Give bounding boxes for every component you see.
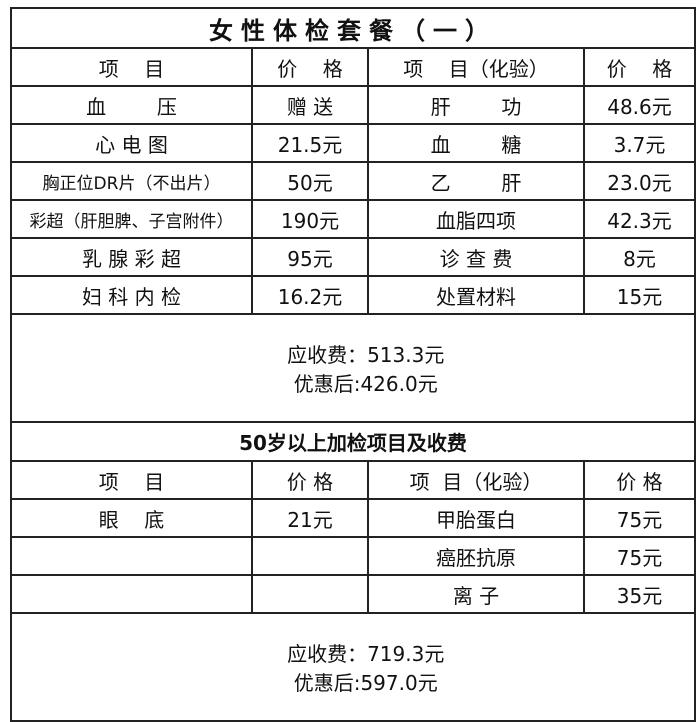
item-name: 妇 科 内 检 (10, 275, 253, 315)
lab-item-price: 75元 (583, 536, 696, 576)
lab-item-name: 血脂四项 (367, 199, 585, 239)
lab-item-name: 血 糖 (367, 123, 585, 163)
total-due: 应收费：513.3元 (287, 343, 445, 367)
item-price: 50元 (251, 161, 369, 201)
item-name: 胸正位DR片（不出片） (10, 161, 253, 201)
lab-item-price: 8元 (583, 237, 696, 277)
item-price: 16.2元 (251, 275, 369, 315)
item-name: 血 压 (10, 85, 253, 125)
lab-item-name: 甲胎蛋白 (367, 498, 585, 538)
header-item: 项 目 (10, 47, 253, 87)
table-row: 彩超（肝胆脾、子宫附件） 190元 血脂四项 42.3元 (10, 199, 696, 239)
item-name: 心 电 图 (10, 123, 253, 163)
item-name: 彩超（肝胆脾、子宫附件） (10, 199, 253, 239)
table-row: 眼 底 21元 甲胎蛋白 75元 (10, 498, 696, 538)
header-item: 项 目 (10, 460, 253, 500)
item-price (251, 536, 369, 576)
lab-item-price: 48.6元 (583, 85, 696, 125)
lab-item-name: 处置材料 (367, 275, 585, 315)
item-name: 乳 腺 彩 超 (10, 237, 253, 277)
header-lab-item: 项 目（化验） (367, 47, 585, 87)
item-name (10, 536, 253, 576)
item-price: 21元 (251, 498, 369, 538)
table-row: 心 电 图 21.5元 血 糖 3.7元 (10, 123, 696, 163)
discounted-total: 优惠后:597.0元 (293, 671, 438, 695)
lab-item-name: 离 子 (367, 574, 585, 614)
header-row: 项 目 价 格 项 目（化验） 价 格 (10, 460, 696, 500)
section-subtitle: 50岁以上加检项目及收费 (10, 421, 696, 462)
table-row: 妇 科 内 检 16.2元 处置材料 15元 (10, 275, 696, 315)
header-price: 价 格 (251, 47, 369, 87)
summary-row: 应收费：513.3元 优惠后:426.0元 (10, 313, 696, 423)
lab-item-price: 15元 (583, 275, 696, 315)
lab-item-name: 乙 肝 (367, 161, 585, 201)
lab-item-price: 3.7元 (583, 123, 696, 163)
item-name: 眼 底 (10, 498, 253, 538)
header-price: 价 格 (251, 460, 369, 500)
table-row: 乳 腺 彩 超 95元 诊 查 费 8元 (10, 237, 696, 277)
lab-item-price: 42.3元 (583, 199, 696, 239)
summary-row: 应收费：719.3元 优惠后:597.0元 (10, 612, 696, 722)
item-price (251, 574, 369, 614)
lab-item-price: 35元 (583, 574, 696, 614)
item-price: 21.5元 (251, 123, 369, 163)
item-price: 190元 (251, 199, 369, 239)
lab-item-name: 癌胚抗原 (367, 536, 585, 576)
table-row: 离 子 35元 (10, 574, 696, 614)
lab-item-name: 肝 功 (367, 85, 585, 125)
header-lab-price: 价 格 (583, 47, 696, 87)
lab-item-price: 75元 (583, 498, 696, 538)
table-row: 癌胚抗原 75元 (10, 536, 696, 576)
header-row: 项 目 价 格 项 目（化验） 价 格 (10, 47, 696, 87)
item-price: 赠 送 (251, 85, 369, 125)
item-name (10, 574, 253, 614)
lab-item-price: 23.0元 (583, 161, 696, 201)
package-title: 女性体检套餐（一） (10, 7, 696, 49)
header-lab-price: 价 格 (583, 460, 696, 500)
header-lab-item: 项 目（化验） (367, 460, 585, 500)
table-row: 血 压 赠 送 肝 功 48.6元 (10, 85, 696, 125)
discounted-total: 优惠后:426.0元 (293, 372, 438, 396)
total-due: 应收费：719.3元 (287, 642, 445, 666)
table-row: 胸正位DR片（不出片） 50元 乙 肝 23.0元 (10, 161, 696, 201)
lab-item-name: 诊 查 费 (367, 237, 585, 277)
item-price: 95元 (251, 237, 369, 277)
checkup-package-table: 女性体检套餐（一） 项 目 价 格 项 目（化验） 价 格 血 压 赠 送 肝 … (10, 7, 696, 722)
